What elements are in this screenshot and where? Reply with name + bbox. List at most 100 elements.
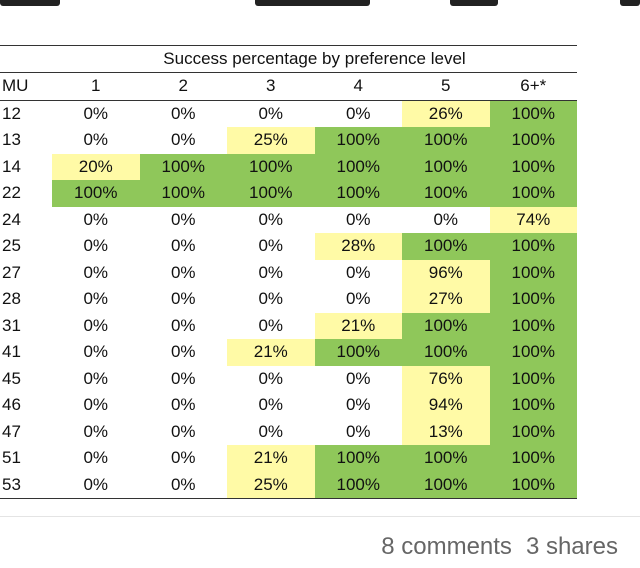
percentage-cell: 0%	[139, 286, 227, 313]
percentage-cell: 0%	[52, 392, 140, 419]
percentage-cell: 0%	[52, 259, 140, 286]
mu-cell: 46	[2, 395, 21, 415]
header-mu: MU	[0, 73, 52, 101]
percentage-cell: 100%	[489, 445, 577, 472]
percentage-cell: 0%	[139, 259, 227, 286]
cropped-text-strip	[0, 0, 640, 20]
mu-cell: 28	[2, 289, 21, 309]
percentage-cell: 25%	[227, 471, 315, 499]
percentage-cell: 0%	[52, 312, 140, 339]
percentage-cell: 0%	[227, 233, 315, 260]
shares-link[interactable]: 3 shares	[525, 533, 618, 560]
table-row: 22 100% 100% 100% 100% 100% 100%	[0, 180, 577, 207]
percentage-cell: 94%	[402, 392, 490, 419]
mu-cell: 27	[2, 262, 21, 282]
percentage-cell: 0%	[227, 312, 315, 339]
table-title-row: Success percentage by preference level	[0, 45, 577, 73]
header-level-2: 2	[139, 73, 227, 101]
percentage-cell: 100%	[489, 471, 577, 499]
percentage-cell: 0%	[52, 418, 140, 445]
mu-cell: 31	[2, 315, 21, 335]
table-row: 53 0% 0% 25% 100% 100% 100%	[0, 471, 577, 499]
percentage-cell: 100%	[489, 365, 577, 392]
percentage-cell: 100%	[227, 180, 315, 207]
table-row: 12 0% 0% 0% 0% 26% 100%	[0, 100, 577, 127]
percentage-cell: 0%	[314, 286, 402, 313]
post-footer: 8 comments 3 shares	[381, 533, 618, 561]
table-row: 13 0% 0% 25% 100% 100% 100%	[0, 127, 577, 154]
percentage-cell: 0%	[52, 471, 140, 499]
table-row: 28 0% 0% 0% 0% 27% 100%	[0, 286, 577, 313]
percentage-cell: 0%	[139, 365, 227, 392]
percentage-cell: 0%	[52, 127, 140, 154]
percentage-cell: 0%	[52, 233, 140, 260]
mu-cell: 41	[2, 342, 21, 362]
percentage-cell: 13%	[402, 418, 490, 445]
percentage-cell: 0%	[402, 206, 490, 233]
percentage-cell: 21%	[227, 339, 315, 366]
percentage-cell: 20%	[52, 153, 140, 180]
percentage-cell: 100%	[314, 471, 402, 499]
percentage-cell: 0%	[52, 365, 140, 392]
table-row: 24 0% 0% 0% 0% 0% 74%	[0, 206, 577, 233]
percentage-cell: 100%	[139, 180, 227, 207]
footer-divider	[0, 516, 640, 517]
percentage-cell: 76%	[402, 365, 490, 392]
mu-cell: 51	[2, 448, 21, 468]
percentage-cell: 0%	[227, 259, 315, 286]
mu-cell: 24	[2, 209, 21, 229]
percentage-cell: 0%	[227, 365, 315, 392]
percentage-cell: 100%	[52, 180, 140, 207]
table-row: 31 0% 0% 0% 21% 100% 100%	[0, 312, 577, 339]
percentage-cell: 0%	[314, 259, 402, 286]
percentage-cell: 0%	[52, 286, 140, 313]
percentage-cell: 25%	[227, 127, 315, 154]
header-level-1: 1	[52, 73, 140, 101]
percentage-cell: 100%	[489, 418, 577, 445]
percentage-cell: 0%	[139, 100, 227, 127]
percentage-cell: 0%	[314, 100, 402, 127]
percentage-cell: 0%	[227, 392, 315, 419]
percentage-cell: 26%	[402, 100, 490, 127]
percentage-cell: 100%	[489, 233, 577, 260]
percentage-cell: 100%	[314, 445, 402, 472]
percentage-cell: 28%	[314, 233, 402, 260]
mu-cell: 53	[0, 471, 52, 499]
header-level-5: 5	[402, 73, 490, 101]
percentage-cell: 100%	[402, 312, 490, 339]
percentage-cell: 100%	[402, 233, 490, 260]
table-row: 51 0% 0% 21% 100% 100% 100%	[0, 445, 577, 472]
percentage-cell: 100%	[489, 392, 577, 419]
percentage-cell: 100%	[402, 339, 490, 366]
table-row: 27 0% 0% 0% 0% 96% 100%	[0, 259, 577, 286]
percentage-cell: 0%	[139, 471, 227, 499]
percentage-cell: 0%	[139, 206, 227, 233]
header-level-3: 3	[227, 73, 315, 101]
percentage-cell: 100%	[489, 286, 577, 313]
header-row: MU 1 2 3 4 5 6+*	[0, 73, 577, 101]
percentage-cell: 100%	[227, 153, 315, 180]
percentage-cell: 100%	[489, 100, 577, 127]
table-row: 41 0% 0% 21% 100% 100% 100%	[0, 339, 577, 366]
table-row: 25 0% 0% 0% 28% 100% 100%	[0, 233, 577, 260]
percentage-cell: 74%	[489, 206, 577, 233]
percentage-cell: 100%	[489, 180, 577, 207]
comments-link[interactable]: 8 comments	[381, 533, 512, 560]
percentage-cell: 21%	[314, 312, 402, 339]
percentage-cell: 0%	[139, 339, 227, 366]
percentage-cell: 0%	[139, 445, 227, 472]
data-table: MU 1 2 3 4 5 6+* 12 0% 0% 0% 0% 26% 100% 13 0% 0%…	[0, 73, 577, 499]
percentage-cell: 0%	[52, 206, 140, 233]
percentage-cell: 100%	[314, 127, 402, 154]
percentage-cell: 100%	[402, 471, 490, 499]
mu-cell: 12	[2, 103, 21, 123]
percentage-cell: 100%	[402, 153, 490, 180]
percentage-cell: 0%	[139, 392, 227, 419]
percentage-cell: 27%	[402, 286, 490, 313]
percentage-cell: 0%	[52, 100, 140, 127]
percentage-cell: 0%	[52, 445, 140, 472]
percentage-cell: 100%	[402, 180, 490, 207]
percentage-cell: 100%	[489, 339, 577, 366]
table-row: 14 20% 100% 100% 100% 100% 100%	[0, 153, 577, 180]
table-title: Success percentage by preference level	[163, 49, 466, 68]
